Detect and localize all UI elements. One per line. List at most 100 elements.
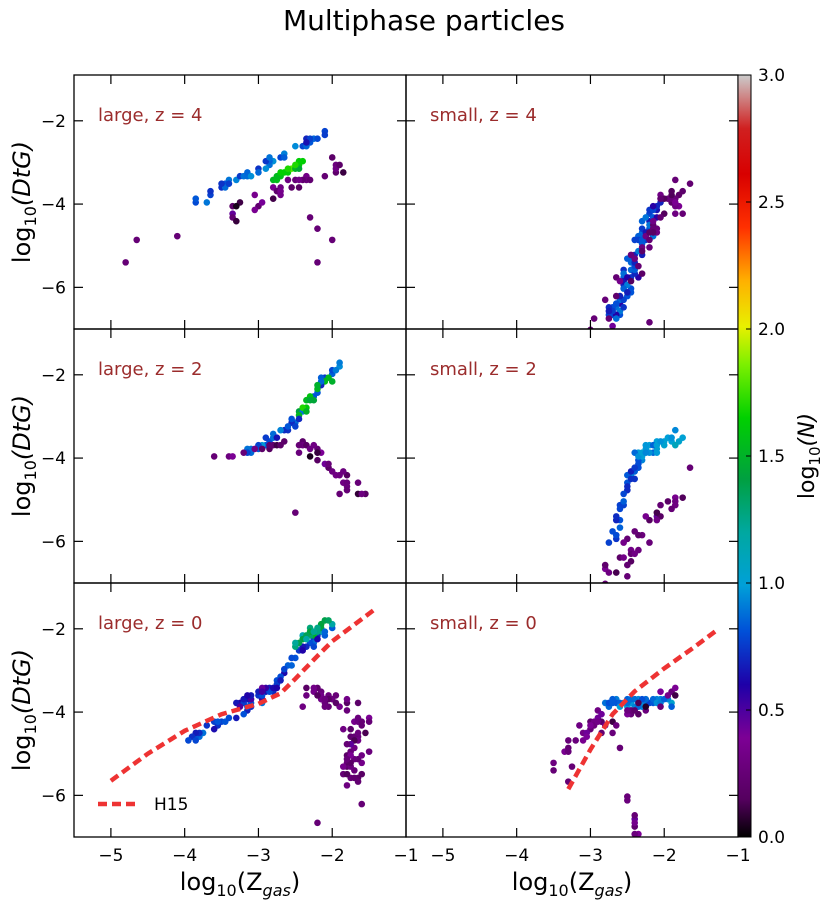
colorbar-ticks: 0.0 0.5 1.0 1.5 2.0 2.5 3.0 [746, 66, 785, 848]
y-tick-label: −6 [41, 786, 66, 806]
hex-cell [306, 176, 314, 184]
hex-cell [332, 692, 340, 699]
x-tick-label: −2 [320, 846, 345, 866]
hex-cell [185, 737, 192, 744]
hex-cell [649, 229, 657, 236]
hex-cell [295, 415, 303, 423]
panel-label: small, z = 4 [430, 105, 537, 126]
hex-cell [306, 214, 314, 221]
hex-cell [646, 236, 653, 244]
hex-cell [362, 729, 369, 737]
hex-cell [229, 453, 236, 460]
hex-cell [210, 725, 218, 733]
hex-cell [292, 423, 299, 430]
hex-cell [616, 744, 624, 752]
hex-cell [631, 528, 639, 535]
hex-cell [354, 729, 362, 737]
hex-cell [609, 695, 616, 703]
hex-cell [612, 569, 620, 576]
hex-cell [339, 169, 347, 176]
hex-cell [258, 688, 266, 695]
y-axis-label-bottom: log10(DtG) [8, 649, 40, 771]
hex-cell [620, 304, 627, 311]
hex-cell [668, 434, 675, 441]
hex-cell [572, 737, 579, 744]
hex-cell [339, 468, 347, 475]
hex-cell [686, 180, 694, 187]
hex-cell [668, 505, 675, 513]
hex-cell [601, 296, 609, 304]
hex-cell [299, 703, 307, 710]
hex-cell [664, 692, 672, 699]
hex-cell [314, 456, 321, 464]
hex-cell [295, 184, 303, 191]
hex-cell [620, 490, 627, 498]
hex-cell [653, 509, 661, 516]
colorbar-tick-label: 0.5 [758, 701, 785, 721]
hex-cell [605, 539, 613, 546]
hex-cell [288, 184, 295, 191]
hex-cell [624, 573, 631, 580]
hex-cell [612, 315, 620, 322]
h15-curve [566, 629, 718, 791]
hex-cell [332, 366, 340, 374]
hex-cell [686, 464, 694, 471]
hex-cell [354, 714, 362, 722]
hex-cell [251, 191, 259, 199]
y-tick-label: −2 [41, 366, 66, 386]
hex-cell [642, 449, 650, 456]
hex-cell [303, 408, 310, 415]
hex-cell [214, 718, 222, 725]
hex-cell [303, 684, 310, 692]
hex-cell [646, 539, 653, 546]
hex-cell [347, 725, 354, 733]
y-tick-label: −2 [41, 112, 66, 132]
hex-cell [273, 684, 281, 692]
hex-cell [325, 617, 332, 624]
hex-cell [233, 202, 240, 210]
y-tick-label: −4 [41, 449, 66, 469]
x-tick-label: −4 [504, 846, 529, 866]
hex-cell [328, 378, 336, 385]
hex-cell [358, 490, 366, 498]
colorbar-tick-label: 2.5 [758, 193, 785, 213]
hex-cell [642, 214, 650, 221]
hex-cell [266, 154, 273, 161]
hex-cell [671, 210, 679, 217]
hex-cell [624, 707, 631, 714]
hex-cell [292, 509, 299, 516]
hex-cell [306, 445, 314, 453]
hex-cell [590, 315, 598, 322]
hex-cell [244, 692, 251, 699]
hex-cell [550, 767, 557, 774]
x-tick-label: −3 [246, 846, 271, 866]
hex-cell [292, 161, 299, 169]
hex-cell [616, 524, 624, 531]
panel-large-z2: −6 −4 −2 large, z = 2 [41, 328, 407, 584]
hex-cell [642, 513, 650, 520]
hex-cell [328, 468, 336, 475]
x-axis-label-left: log10(Zgas) [180, 868, 300, 900]
hex-cell [314, 819, 321, 827]
hex-cell [310, 628, 318, 636]
hex-cell [671, 684, 679, 692]
x-axis-label-right: log10(Zgas) [512, 868, 632, 900]
hex-cell [646, 244, 653, 251]
hex-cell [343, 782, 351, 789]
hex-cell [273, 434, 281, 441]
hex-cell [295, 176, 303, 184]
hex-cell [288, 654, 295, 662]
hex-cell [122, 259, 129, 266]
hex-cell [657, 214, 664, 221]
hex-cell [612, 722, 620, 729]
x-tick-label: −5 [98, 846, 123, 866]
hex-cell [277, 426, 284, 434]
hex-cell [210, 453, 218, 460]
hex-cell [233, 217, 240, 225]
hex-cell [631, 812, 639, 819]
hex-cell [365, 748, 373, 755]
hex-cell [671, 426, 679, 434]
hex-cell [605, 315, 613, 322]
hex-cell [218, 180, 225, 187]
